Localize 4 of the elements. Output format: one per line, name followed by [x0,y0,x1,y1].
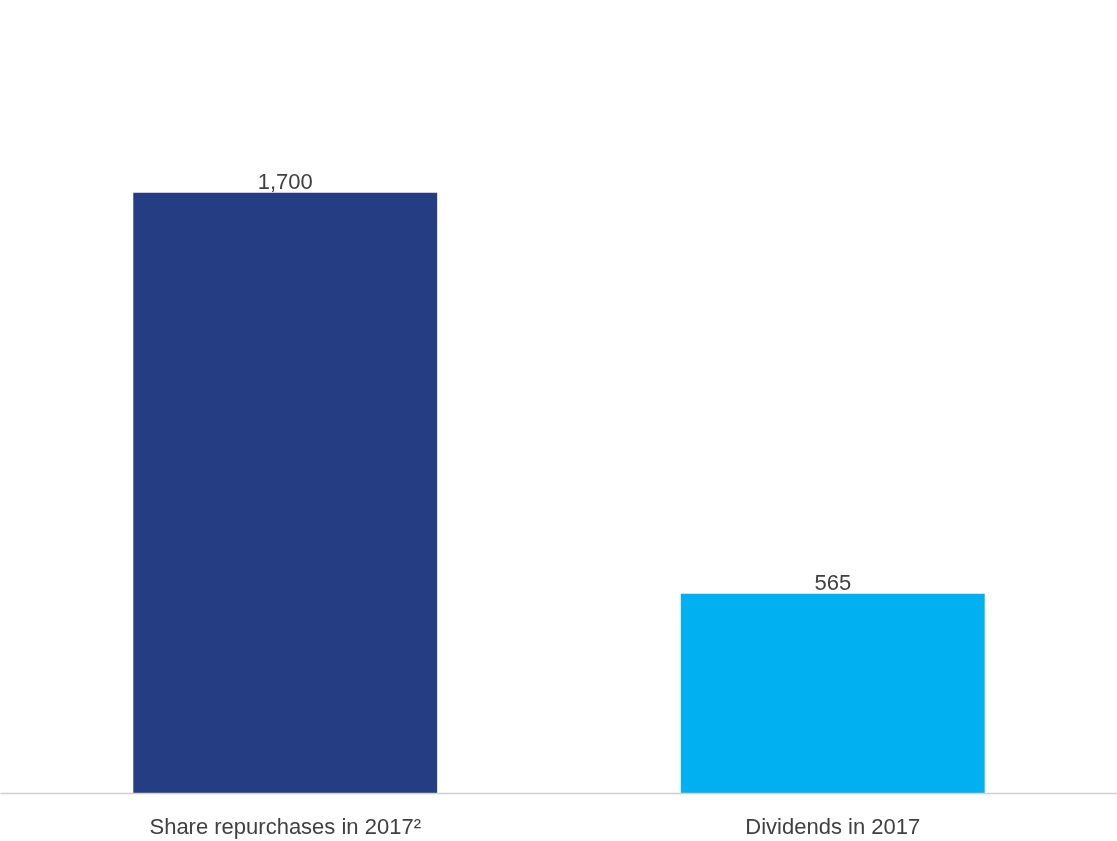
x-tick-label: Dividends in 2017 [745,813,921,839]
data-label: 1,700 [257,168,313,194]
x-tick-label: Share repurchases in 2017² [149,813,421,839]
data-label: 565 [814,569,852,595]
